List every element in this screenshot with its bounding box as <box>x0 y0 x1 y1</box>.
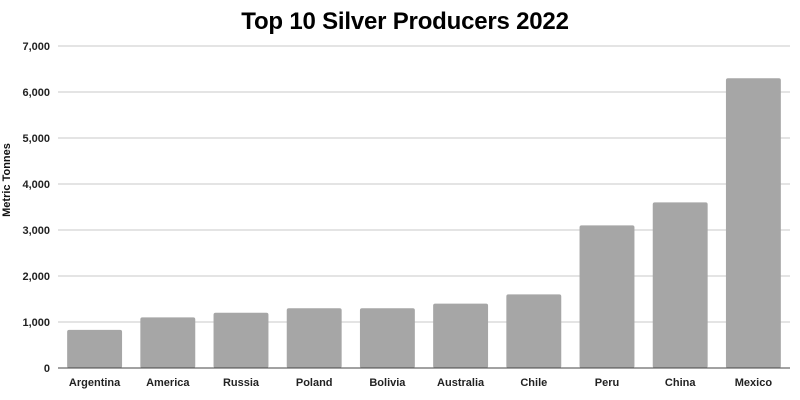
y-tick-label: 6,000 <box>22 87 50 99</box>
x-tick-label: Australia <box>437 377 485 389</box>
bar <box>579 225 635 368</box>
bar <box>725 78 781 368</box>
bar <box>506 294 562 368</box>
y-tick-label: 4,000 <box>22 179 50 191</box>
x-tick-label: Mexico <box>735 377 773 389</box>
chart-title: Top 10 Silver Producers 2022 <box>241 8 569 35</box>
y-tick-label: 1,000 <box>22 317 50 329</box>
bar <box>67 329 123 368</box>
x-tick-label: America <box>146 377 190 389</box>
y-tick-label: 2,000 <box>22 271 50 283</box>
bar <box>652 202 708 368</box>
y-tick-label: 0 <box>44 363 50 375</box>
x-tick-label: Chile <box>520 377 547 389</box>
y-tick-label: 7,000 <box>22 41 50 53</box>
x-tick-label: China <box>665 377 696 389</box>
bar <box>286 308 342 368</box>
tick-labels: 0 1,000 2,000 3,000 4,000 5,000 6,000 7,000 Arge… <box>1 41 772 389</box>
bars <box>67 78 781 368</box>
x-tick-label: Peru <box>595 377 619 389</box>
x-tick-label: Argentina <box>69 377 121 389</box>
y-axis-title: Metric Tonnes <box>1 143 13 217</box>
y-tick-label: 3,000 <box>22 225 50 237</box>
x-tick-label: Bolivia <box>369 377 406 389</box>
bar <box>433 303 489 368</box>
bar <box>359 308 415 368</box>
x-tick-label: Poland <box>296 377 333 389</box>
bar <box>140 317 196 368</box>
x-tick-label: Russia <box>223 377 260 389</box>
y-tick-label: 5,000 <box>22 133 50 145</box>
bar <box>213 312 269 368</box>
